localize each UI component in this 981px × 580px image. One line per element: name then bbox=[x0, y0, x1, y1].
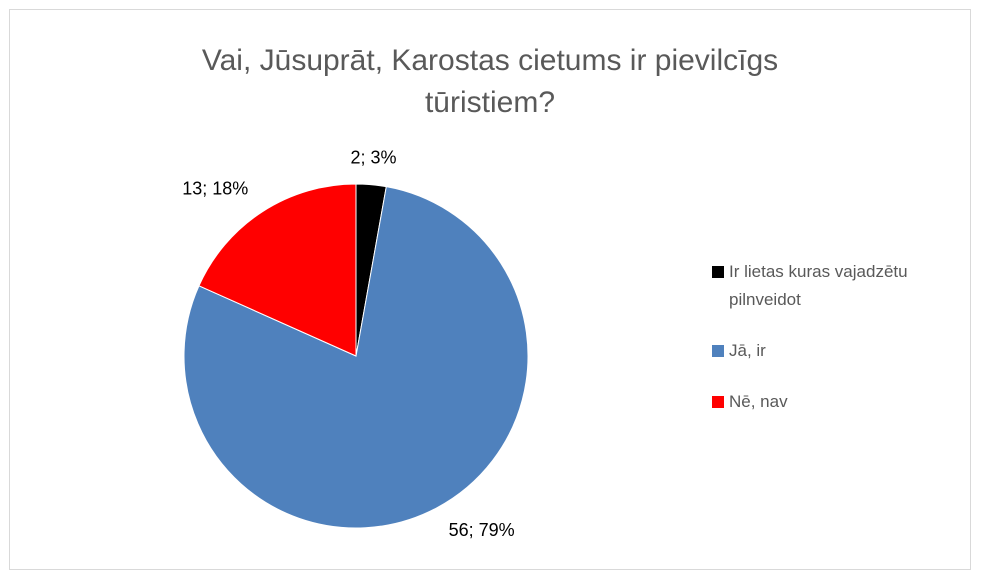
legend-swatch bbox=[712, 266, 724, 278]
legend-label: Jā, ir bbox=[729, 341, 766, 360]
legend-label: Nē, nav bbox=[729, 392, 788, 411]
legend: Ir lietas kuras vajadzētu pilnveidot Jā, … bbox=[712, 258, 974, 439]
pie-slice bbox=[183, 186, 529, 529]
legend-entry: Nē, nav bbox=[712, 388, 974, 416]
chart-title: Vai, Jūsuprāt, Karostas cietums ir pievi… bbox=[201, 44, 779, 119]
legend-entry: Ir lietas kuras vajadzētu pilnveidot bbox=[712, 258, 974, 314]
pie-slice bbox=[198, 183, 357, 357]
data-label: 2; 3% bbox=[350, 148, 396, 168]
chart-frame bbox=[9, 9, 971, 570]
legend-label: Ir lietas kuras vajadzētu pilnveidot bbox=[729, 262, 908, 309]
data-label: 56; 79% bbox=[449, 520, 515, 540]
legend-swatch bbox=[712, 396, 724, 408]
legend-entry: Jā, ir bbox=[712, 337, 974, 365]
legend-swatch bbox=[712, 345, 724, 357]
data-label: 13; 18% bbox=[182, 179, 248, 199]
